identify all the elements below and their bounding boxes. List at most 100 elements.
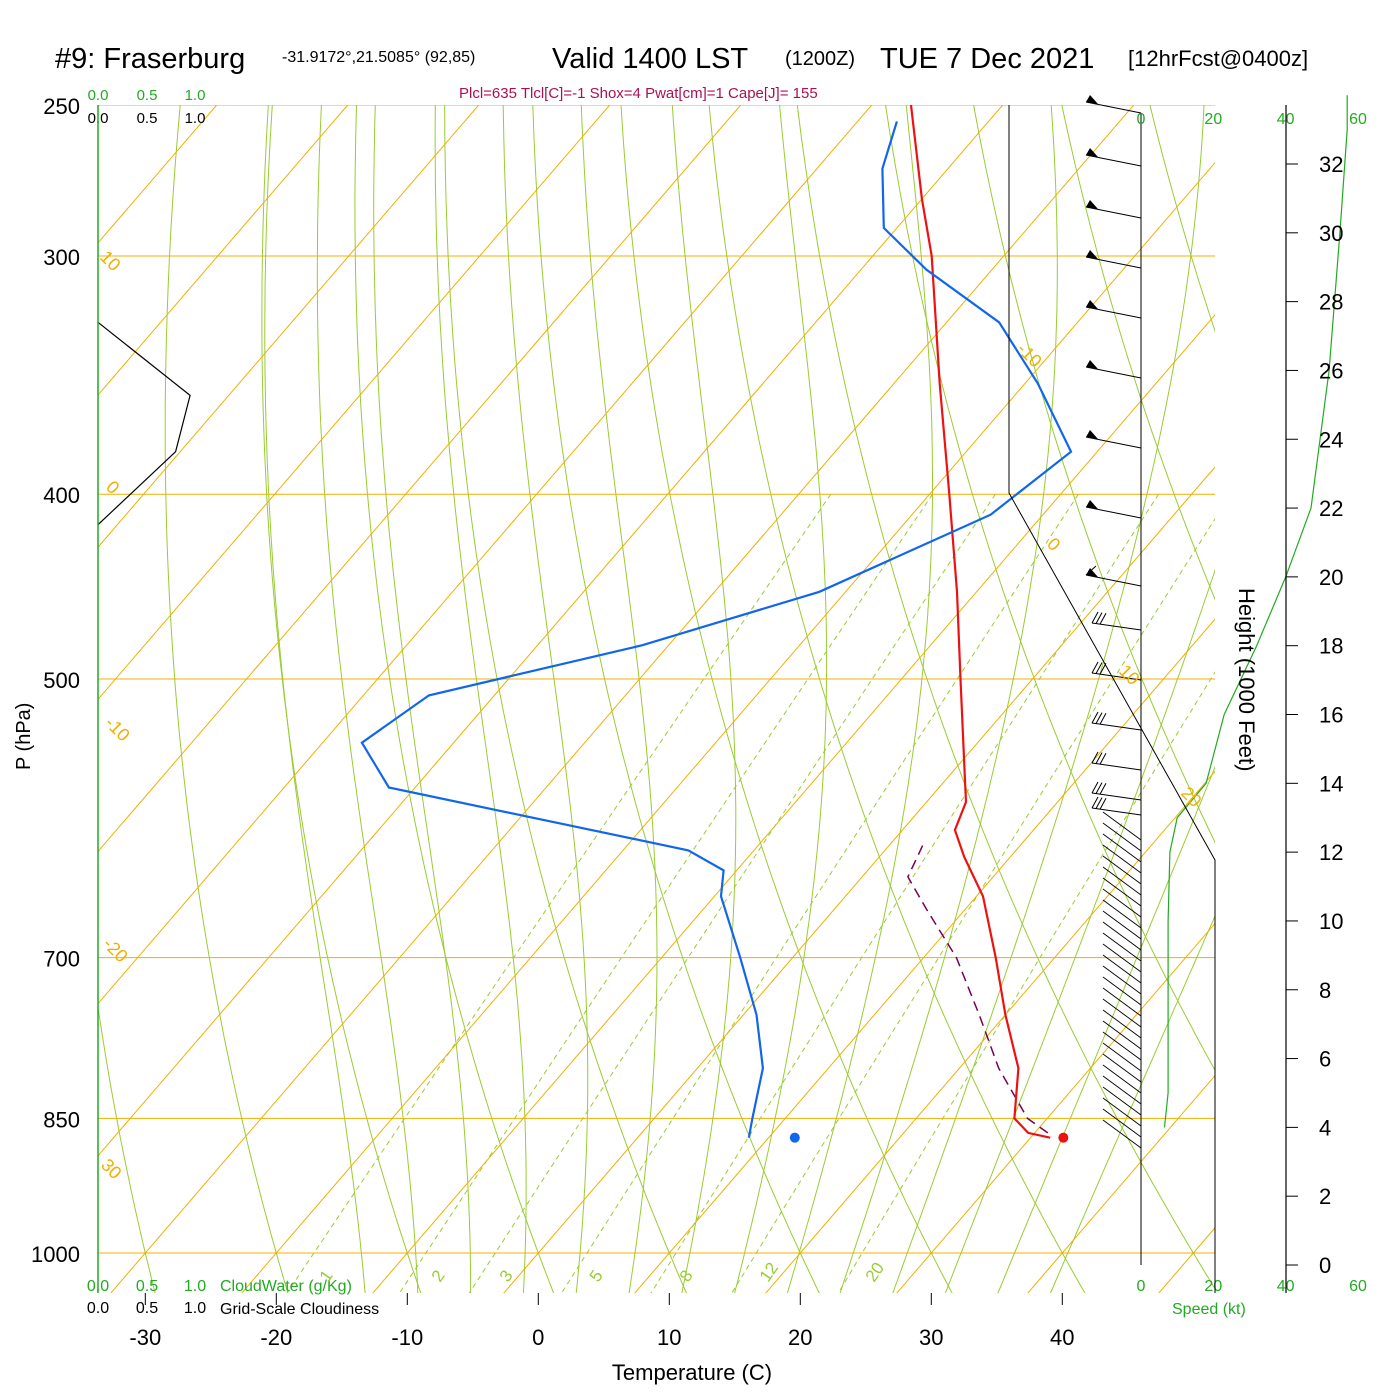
wind-barb-low xyxy=(1102,811,1142,841)
dry-adiabat xyxy=(98,1004,156,1293)
mixing-ratio-label: 12 xyxy=(756,1259,782,1285)
mixing-ratio-line xyxy=(650,493,1160,1293)
isotherm xyxy=(1027,1074,1215,1293)
moist-adiabat xyxy=(502,105,589,1293)
wind-barb-low xyxy=(1102,1031,1142,1061)
pressure-tick-label: 850 xyxy=(43,1107,80,1132)
moist-adiabat xyxy=(671,105,737,1293)
mixing-ratio-line xyxy=(837,671,1215,1293)
wind-barb-low xyxy=(1102,899,1142,929)
wind-barb xyxy=(1085,200,1142,219)
cloudwater-top-tick: 1.0 xyxy=(185,87,206,104)
wind-barb-low xyxy=(1102,1042,1142,1072)
height-tick-label: 4 xyxy=(1319,1115,1331,1140)
wind-barb-low xyxy=(1102,888,1142,918)
speed-top-tick: 0 xyxy=(1137,111,1146,128)
temperature-axis: -30 -20 -10 0 10 20 30 40 xyxy=(129,1293,1075,1350)
wind-barb xyxy=(1091,751,1142,771)
height-tick-label: 2 xyxy=(1319,1184,1331,1209)
station-coords: -31.9172°,21.5085° (92,85) xyxy=(282,49,475,66)
dry-adiabat xyxy=(796,105,1215,1290)
cloudiness-bottom-tick: 0.0 xyxy=(87,1300,109,1317)
pressure-tick-label: 700 xyxy=(43,947,80,972)
isotherm xyxy=(98,105,611,701)
moist-adiabat xyxy=(316,105,419,1293)
wind-barb xyxy=(1085,250,1142,269)
dry-adiabat xyxy=(885,105,1215,1072)
dry-adiabat xyxy=(1149,105,1215,333)
wind-barb-low xyxy=(1102,1086,1142,1116)
forecast-date: TUE 7 Dec 2021 xyxy=(880,43,1094,75)
moist-adiabat xyxy=(892,105,1205,1293)
speed-bottom-tick: 20 xyxy=(1204,1278,1222,1295)
isotherm-label: -10 xyxy=(101,713,134,746)
isotherm xyxy=(241,161,1215,1293)
cloudwater-top-tick: 0.5 xyxy=(137,87,158,104)
dry-adiabat xyxy=(261,105,422,1293)
mixing-ratio-label: 20 xyxy=(862,1259,888,1285)
temperature-tick-label: 20 xyxy=(788,1325,812,1350)
dry-adiabat xyxy=(708,105,1086,1293)
mixing-ratio-line xyxy=(286,493,832,1293)
cloudiness-top-tick: 1.0 xyxy=(185,110,206,127)
height-tick-label: 10 xyxy=(1319,909,1343,934)
wind-barb-low xyxy=(1102,910,1142,940)
speed-axis-label: Speed (kt) xyxy=(1172,1301,1246,1318)
speed-top-tick: 20 xyxy=(1204,111,1222,128)
wind-barb-low xyxy=(1102,822,1142,852)
wind-barb xyxy=(1091,711,1142,731)
sounding-profiles xyxy=(97,104,1073,1143)
wind-barb-low xyxy=(1102,1020,1142,1050)
moist-adiabat xyxy=(734,105,828,1293)
cloudiness-bottom-tick: 0.5 xyxy=(136,1300,158,1317)
wind-barb-low xyxy=(1102,987,1142,1017)
wind-barb xyxy=(1085,300,1142,319)
height-tick-label: 28 xyxy=(1319,290,1343,315)
height-tick-label: 12 xyxy=(1319,840,1343,865)
wind-speed-line xyxy=(1163,95,1348,1128)
zulu-time: (1200Z) xyxy=(785,48,855,70)
wind-barb-low xyxy=(1102,1053,1142,1083)
cloudiness-line xyxy=(97,321,191,526)
surface-dewpoint-dot xyxy=(789,1132,800,1143)
mixing-ratio-line xyxy=(468,493,996,1293)
stability-indices: Plcl=635 Tlcl[C]=-1 Shox=4 Pwat[cm]=1 Ca… xyxy=(459,85,818,102)
wind-barb xyxy=(1085,360,1142,379)
moist-adiabat xyxy=(997,765,1215,1293)
moist-adiabat xyxy=(264,105,366,1293)
wind-barb xyxy=(1091,781,1142,801)
speed-top-tick: 60 xyxy=(1349,111,1367,128)
wind-barb xyxy=(1085,148,1142,167)
dry-adiabat xyxy=(620,105,953,1293)
wind-barb-low xyxy=(1102,866,1142,896)
isotherm xyxy=(98,105,480,548)
wind-barb-low xyxy=(1102,965,1142,995)
surface-temperature-dot xyxy=(1058,1132,1069,1143)
dry-adiabat xyxy=(532,105,820,1293)
wind-barb-low xyxy=(1102,877,1142,907)
wind-barb-low xyxy=(1102,1075,1142,1105)
wind-barb-low xyxy=(1102,921,1142,951)
pressure-tick-label: 500 xyxy=(43,668,80,693)
wind-barb xyxy=(1091,611,1142,631)
dry-adiabat xyxy=(973,105,1215,844)
cloudiness-label: Grid-Scale Cloudiness xyxy=(220,1301,379,1318)
temperature-line xyxy=(909,104,1051,1139)
station-title: #9: Fraserburg xyxy=(55,43,245,75)
height-tick-label: 32 xyxy=(1319,152,1343,177)
x-axis-label: Temperature (C) xyxy=(612,1360,772,1385)
isotherm xyxy=(110,105,1135,1293)
isotherm xyxy=(896,922,1215,1293)
isotherm-label: 0 xyxy=(102,477,123,498)
wind-barb xyxy=(1085,430,1142,449)
forecast-cycle: [12hrFcst@0400z] xyxy=(1128,46,1308,71)
height-tick-label: 20 xyxy=(1319,565,1343,590)
y-axis-label: P (hPa) xyxy=(13,703,35,770)
isotherm xyxy=(372,314,1215,1293)
height-axis-label: Height (1000 Feet) xyxy=(1234,588,1259,771)
cloudiness-top-tick: 0.5 xyxy=(137,110,158,127)
height-tick-label: 6 xyxy=(1319,1047,1331,1072)
wind-barb-low xyxy=(1102,855,1142,885)
moist-adiabat xyxy=(944,568,1215,1293)
temperature-tick-label: -10 xyxy=(391,1325,423,1350)
